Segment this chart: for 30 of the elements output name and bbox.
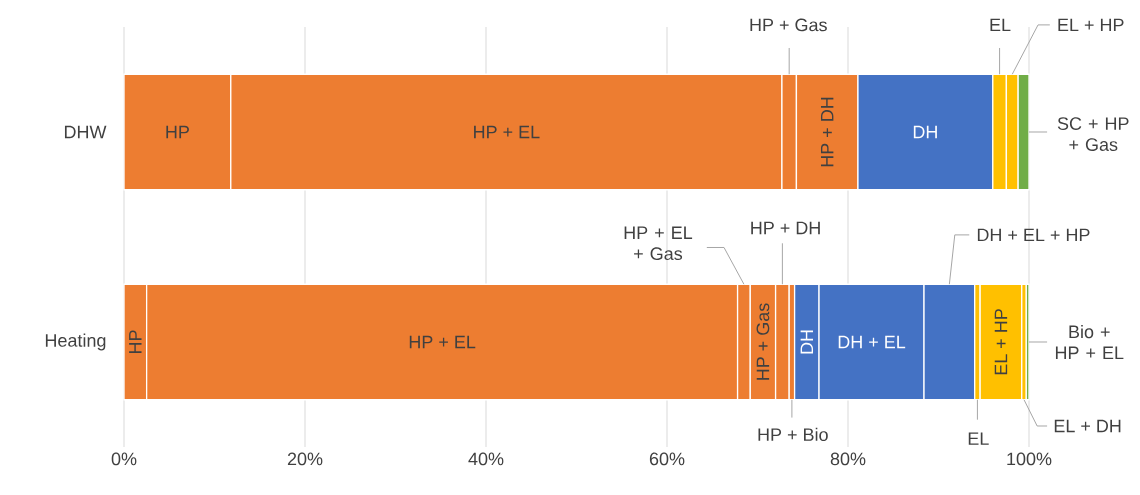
text: DH [913, 125, 937, 139]
series-label: EL + DH [1054, 419, 1121, 433]
x-tick-label: 20% [287, 452, 323, 466]
x-tick-label: 0% [111, 452, 137, 466]
series-label: HP + Bio [758, 427, 828, 441]
series-label: Bio + HP + EL [1055, 324, 1124, 360]
x-tick-label: 80% [830, 452, 866, 466]
x-tick-label: 40% [468, 452, 504, 466]
series-label: HP + EL [474, 125, 540, 139]
x-tick-label: 100% [1007, 452, 1052, 466]
y-tick-label: Heating [45, 333, 106, 351]
y-tick-label: DHW [64, 125, 107, 139]
text: HP + Gas [750, 18, 827, 32]
series-label: DH + EL [838, 335, 906, 349]
series-label: HP + Gas [756, 303, 770, 380]
text: EL + HP [1058, 18, 1124, 32]
text: HP + EL + Gas [624, 226, 693, 261]
series-label: EL + HP [994, 309, 1008, 375]
text: HP [166, 125, 189, 139]
text: EL [990, 18, 1011, 32]
series-label: HP [129, 330, 142, 354]
series-label: HP + DH [820, 97, 834, 167]
series-label: EL [968, 432, 989, 445]
series-label: SC + HP + Gas [1057, 117, 1129, 151]
bar [1025, 283, 1030, 401]
text: HP + EL [409, 335, 476, 349]
series-label: DH [800, 330, 814, 354]
text: HP + DH [751, 221, 820, 235]
x-tick-label: 60% [649, 452, 685, 466]
text: DH + EL + HP [977, 228, 1090, 242]
